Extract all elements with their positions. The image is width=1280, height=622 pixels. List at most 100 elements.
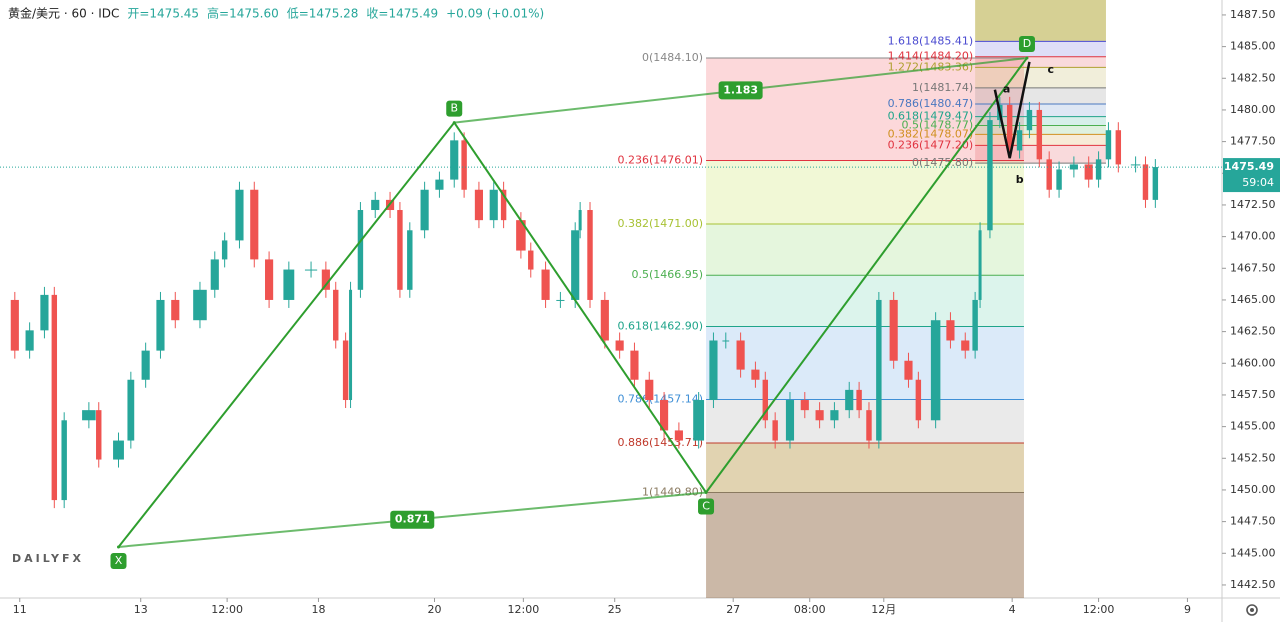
fib-ext-zone: [975, 67, 1106, 88]
candle: [25, 330, 34, 351]
candle: [889, 299, 898, 361]
x-tick-label: 25: [608, 603, 622, 616]
candle: [571, 230, 580, 300]
settings-icon[interactable]: [1246, 604, 1258, 616]
fib-ext-label: 0.618(1479.47): [888, 110, 974, 123]
candle: [693, 400, 705, 441]
pattern-point-tag: [1018, 36, 1035, 53]
candle: [630, 350, 639, 380]
candle: [845, 389, 854, 411]
candle: [1026, 109, 1033, 131]
candle: [961, 340, 970, 351]
x-tick-label: 12月: [871, 603, 896, 616]
fib-ext-label: 0.236(1477.20): [888, 138, 974, 151]
fib-zone: [706, 275, 1024, 327]
y-tick-label: 1450.00: [1230, 483, 1276, 496]
y-tick-label: 1442.50: [1230, 578, 1276, 591]
fib-ext-label: 0.786(1480.47): [888, 97, 974, 110]
pattern-line: [117, 121, 456, 548]
candle: [815, 410, 824, 421]
candle: [474, 189, 483, 221]
pattern-point: [704, 490, 708, 494]
candle: [1016, 130, 1023, 151]
candle: [420, 189, 429, 231]
fib-label: 0.786(1457.14): [617, 393, 703, 406]
candle: [435, 179, 444, 190]
candle: [489, 189, 498, 221]
y-tick-label: 1472.50: [1230, 198, 1276, 211]
candle: [1130, 164, 1141, 166]
candle: [1036, 109, 1043, 160]
header-item: +0.09 (+0.01%): [446, 7, 544, 21]
y-tick-label: 1457.50: [1230, 388, 1276, 401]
pattern-point-tag: [698, 498, 715, 515]
candle: [51, 294, 58, 501]
pattern-point-tag: [446, 100, 463, 117]
candle: [762, 379, 769, 421]
candle: [210, 259, 219, 290]
candle: [987, 120, 993, 231]
candle: [1152, 167, 1159, 200]
header-item: 开=1475.45: [127, 7, 199, 21]
settings-hub[interactable]: [1250, 608, 1254, 612]
candle: [10, 299, 19, 351]
fib-ext-label: 1.414(1484.20): [888, 50, 974, 63]
fib-zone: [706, 223, 1024, 276]
candle: [541, 269, 550, 300]
fib-ext-zone: [975, 56, 1106, 68]
candle: [1095, 159, 1102, 180]
fib-ext-label: 1(1481.74): [912, 81, 973, 94]
candle: [1105, 130, 1112, 160]
candle: [265, 259, 274, 300]
ratio-label: 1.183: [723, 83, 758, 96]
candle: [800, 400, 809, 411]
pattern-point: [452, 121, 456, 125]
candle: [450, 140, 459, 180]
y-tick-label: 1470.00: [1230, 230, 1276, 243]
y-tick-label: 1452.50: [1230, 451, 1276, 464]
fib-label: 0.886(1453.71): [617, 436, 703, 449]
fib-ext-label: 0(1475.80): [912, 156, 973, 169]
y-tick-label: 1447.50: [1230, 515, 1276, 528]
candle: [371, 199, 380, 211]
candle: [1006, 104, 1013, 151]
candle: [500, 189, 507, 221]
header-item: 黄金/美元 · 60 · IDC: [8, 6, 119, 21]
x-tick-label: 4: [1009, 603, 1016, 616]
pattern-point: [1025, 56, 1029, 60]
candle: [736, 340, 745, 370]
candle: [1069, 164, 1078, 170]
candle: [785, 400, 795, 441]
candle: [283, 269, 295, 300]
price-tag: [1223, 158, 1280, 193]
candle: [156, 299, 165, 351]
y-tick-label: 1480.00: [1230, 103, 1276, 116]
abc-label: a: [1003, 83, 1010, 96]
fib-ext-label: 0.5(1478.77): [902, 119, 974, 132]
candle: [972, 299, 978, 351]
x-tick-label: 08:00: [794, 603, 826, 616]
candle: [40, 294, 49, 331]
fib-label: 0.5(1466.95): [631, 268, 703, 281]
candle: [1142, 164, 1149, 200]
settings-gear[interactable]: [1246, 604, 1258, 616]
x-tick-label: 18: [311, 603, 325, 616]
candle: [61, 420, 67, 501]
x-tick-label: 13: [134, 603, 148, 616]
price-countdown: 59:04: [1242, 176, 1274, 189]
x-tick-label: 20: [427, 603, 441, 616]
candle: [660, 400, 669, 431]
candle: [1115, 130, 1122, 165]
candle: [1046, 159, 1052, 190]
candle: [1084, 164, 1093, 180]
y-tick-label: 1477.50: [1230, 135, 1276, 148]
candle: [556, 299, 565, 301]
candle: [674, 430, 683, 441]
pattern-line: [453, 122, 707, 494]
x-tick-label: 11: [13, 603, 27, 616]
fib-zone: [706, 58, 1024, 161]
candle: [127, 379, 135, 441]
fib-label: 0(1484.10): [642, 51, 703, 64]
